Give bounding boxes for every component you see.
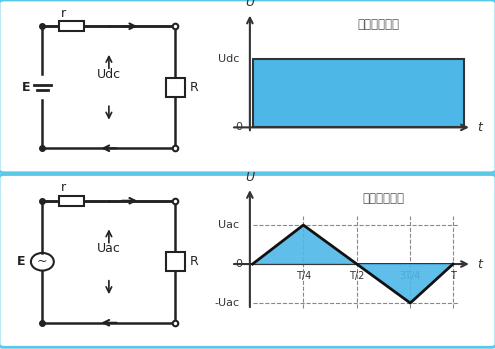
Text: t: t: [477, 258, 482, 270]
Text: E: E: [21, 81, 30, 94]
Text: U: U: [246, 171, 254, 184]
Text: T/2: T/2: [349, 271, 364, 281]
Text: 0: 0: [235, 259, 242, 269]
Text: r: r: [60, 181, 66, 194]
Text: ~: ~: [37, 255, 48, 268]
Text: R: R: [190, 255, 198, 268]
Text: 直流电压波形: 直流电压波形: [357, 18, 399, 31]
Text: T: T: [450, 271, 456, 281]
Bar: [59, 196, 84, 206]
Text: Udc: Udc: [218, 54, 239, 64]
Text: 3T/4: 3T/4: [399, 271, 421, 281]
Text: t: t: [477, 121, 482, 134]
Text: U: U: [246, 0, 254, 9]
Text: 交流电压波形: 交流电压波形: [362, 192, 404, 205]
Text: R: R: [190, 81, 198, 94]
Text: 0: 0: [235, 122, 242, 132]
Bar: [59, 21, 84, 31]
Bar: [166, 77, 185, 97]
Text: T/4: T/4: [296, 271, 311, 281]
Text: E: E: [17, 255, 26, 268]
Text: Uac: Uac: [97, 243, 121, 255]
Bar: [252, 59, 464, 127]
Polygon shape: [252, 225, 453, 303]
Text: r: r: [60, 7, 66, 20]
Bar: [166, 252, 185, 272]
Text: -Uac: -Uac: [214, 298, 239, 308]
Text: Uac: Uac: [218, 220, 239, 230]
Text: Udc: Udc: [97, 68, 121, 81]
